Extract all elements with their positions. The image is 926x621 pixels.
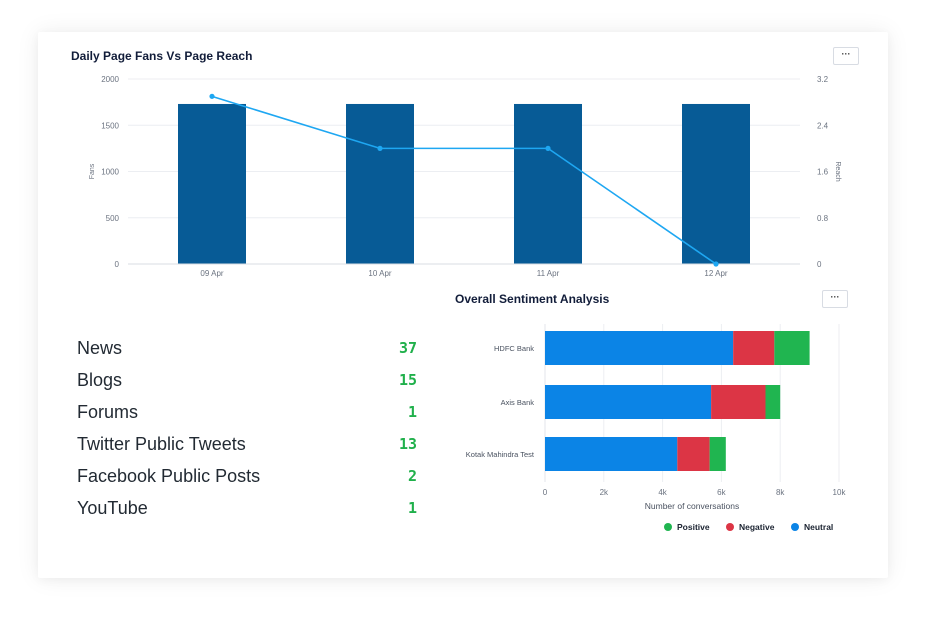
legend-label-positive: Positive [677,522,710,532]
y-tick-label: 0 [115,260,120,269]
reach-point [545,145,551,151]
y-right-axis-label: Reach [834,161,841,181]
bar-negative [677,437,710,471]
source-name: YouTube [77,497,148,518]
x-tick-label: 2k [600,488,609,497]
x-tick-label: 10k [833,488,847,497]
reach-point [209,93,215,99]
x-axis-label: Number of conversations [645,501,740,511]
bar-negative [733,331,775,365]
sentiment-chart: 0 2k 4k 6k 8k 10k Number of conversations HDFC … [466,324,847,532]
legend-marker-positive [664,523,672,531]
source-list: News 37 Blogs 15 Forums 1 Twitter Public… [77,332,417,524]
source-row-blogs[interactable]: Blogs 15 [77,364,417,396]
source-count: 1 [407,499,417,517]
legend-marker-negative [726,523,734,531]
fans-bar [178,103,246,264]
fans-reach-menu-button[interactable]: ··· [833,47,859,65]
fans-bar [346,103,414,264]
source-name: Blogs [77,369,123,390]
y-tick-label: 1000 [101,168,119,177]
y-right-tick-label: 0 [817,260,822,269]
reach-line [211,95,717,265]
x-tick-label: 09 Apr [200,269,223,278]
y-tick-label: 2000 [101,75,119,84]
reach-point [377,145,383,151]
sentiment-title: Overall Sentiment Analysis [455,292,610,306]
y-axis-label: Fans [89,163,96,179]
source-row-forums[interactable]: Forums 1 [77,396,417,428]
fans-reach-title: Daily Page Fans Vs Page Reach [71,49,253,63]
legend-label-neutral: Neutral [804,522,833,532]
x-tick-label: 0 [543,488,548,497]
source-count: 37 [398,339,417,357]
bar-positive [709,437,726,471]
x-tick-label: 10 Apr [368,269,391,278]
sentiment-menu-button[interactable]: ··· [822,290,848,308]
x-tick-label: 11 Apr [537,269,560,278]
category-label: Kotak Mahindra Test [466,450,535,459]
fans-bar [682,103,750,264]
bar-neutral [545,437,678,471]
category-label: HDFC Bank [494,344,534,353]
source-name: Twitter Public Tweets [77,433,246,454]
source-name: Facebook Public Posts [77,465,261,486]
source-count: 13 [398,435,417,453]
fans-reach-chart: 0 500 1000 1500 2000 0 0.8 1.6 2.4 3.2 Fans Reach 09… [89,75,841,278]
bar-neutral [545,331,734,365]
source-name: Forums [77,401,139,422]
y-tick-label: 500 [106,214,120,223]
bar-positive [774,331,810,365]
source-name: News [77,337,123,358]
x-tick-label: 6k [717,488,726,497]
source-count: 1 [407,403,417,421]
category-label: Axis Bank [501,398,535,407]
y-right-tick-label: 2.4 [817,121,829,130]
legend-label-negative: Negative [739,522,775,532]
x-tick-label: 12 Apr [704,269,727,278]
source-row-youtube[interactable]: YouTube 1 [77,492,417,524]
bar-neutral [545,385,712,419]
y-tick-label: 1500 [101,121,119,130]
bar-positive [765,385,781,419]
source-row-facebook[interactable]: Facebook Public Posts 2 [77,460,417,492]
source-row-twitter[interactable]: Twitter Public Tweets 13 [77,428,417,460]
source-row-news[interactable]: News 37 [77,332,417,364]
bar-negative [711,385,766,419]
x-tick-label: 4k [658,488,667,497]
source-count: 15 [398,371,417,389]
reach-point [713,261,719,267]
y-right-tick-label: 3.2 [817,75,829,84]
source-count: 2 [407,467,417,485]
y-right-tick-label: 0.8 [817,214,829,223]
y-right-tick-label: 1.6 [817,168,829,177]
fans-bar [514,103,582,264]
legend-marker-neutral [791,523,799,531]
x-tick-label: 8k [776,488,785,497]
